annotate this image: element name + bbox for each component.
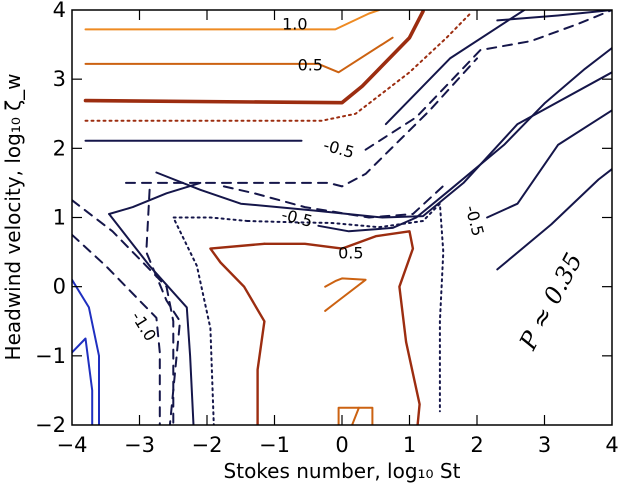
contour-label: 0.5 [338,244,363,263]
axis-tick-labels: −4 −3 −2 −1 0 1 2 3 4 −2 −1 0 1 2 3 4 [35,0,619,457]
contour-line [72,278,100,425]
contour-line [496,168,612,271]
contour-label: -1.0 [127,308,160,345]
contour-label: -0.5 [321,135,356,162]
contour-line [496,10,612,22]
x-tick-label: −3 [124,433,155,457]
y-axis-label: Headwind velocity, log₁₀ ζ_w [1,74,25,361]
contour-line [357,406,374,425]
contour-line [145,188,181,425]
contour-line [125,57,478,188]
y-tick-label: −1 [35,344,66,368]
contour-line [108,213,195,425]
y-tick-label: 1 [53,206,66,230]
plot-frame [71,9,613,426]
contour-label: -0.5 [461,203,487,238]
y-tick-label: 3 [53,67,66,91]
contour-line [72,199,175,425]
axis-ticks [72,10,612,425]
p-annotation: P ≈ 0.35 [513,248,587,355]
contour-line [84,12,472,122]
contour-line [172,216,249,425]
y-tick-label: −2 [35,413,66,437]
y-tick-label: 2 [53,136,66,160]
contour-line [72,233,161,425]
contour-lines [72,10,612,425]
contour-line [317,47,612,233]
y-tick-label: 4 [53,0,66,22]
contour-line [486,109,612,219]
contour-label: -0.5 [280,205,315,231]
x-tick-label: 4 [605,433,618,457]
contour-line [155,71,612,219]
y-tick-label: 0 [53,275,66,299]
x-axis-label: Stokes number, log₁₀ St [224,459,461,483]
x-tick-label: −2 [192,433,223,457]
contour-line [337,406,360,425]
contour-label: 1.0 [282,15,307,34]
contour-line [84,10,381,31]
x-tick-label: 1 [403,433,416,457]
x-tick-label: 2 [470,433,483,457]
contour-label: 0.5 [298,56,323,75]
contour-line [324,277,367,312]
x-tick-label: 3 [538,433,551,457]
contour-line [246,202,445,413]
x-tick-label: 0 [335,433,348,457]
x-tick-label: −1 [259,433,290,457]
contour-line [263,230,421,425]
contour-line [209,242,266,425]
contour-line [364,10,612,151]
contour-line [108,181,202,215]
contour-line [72,337,94,425]
x-tick-label: −4 [57,433,88,457]
contour-line [83,10,425,105]
contour-line [84,36,394,74]
contour-line [384,10,526,126]
